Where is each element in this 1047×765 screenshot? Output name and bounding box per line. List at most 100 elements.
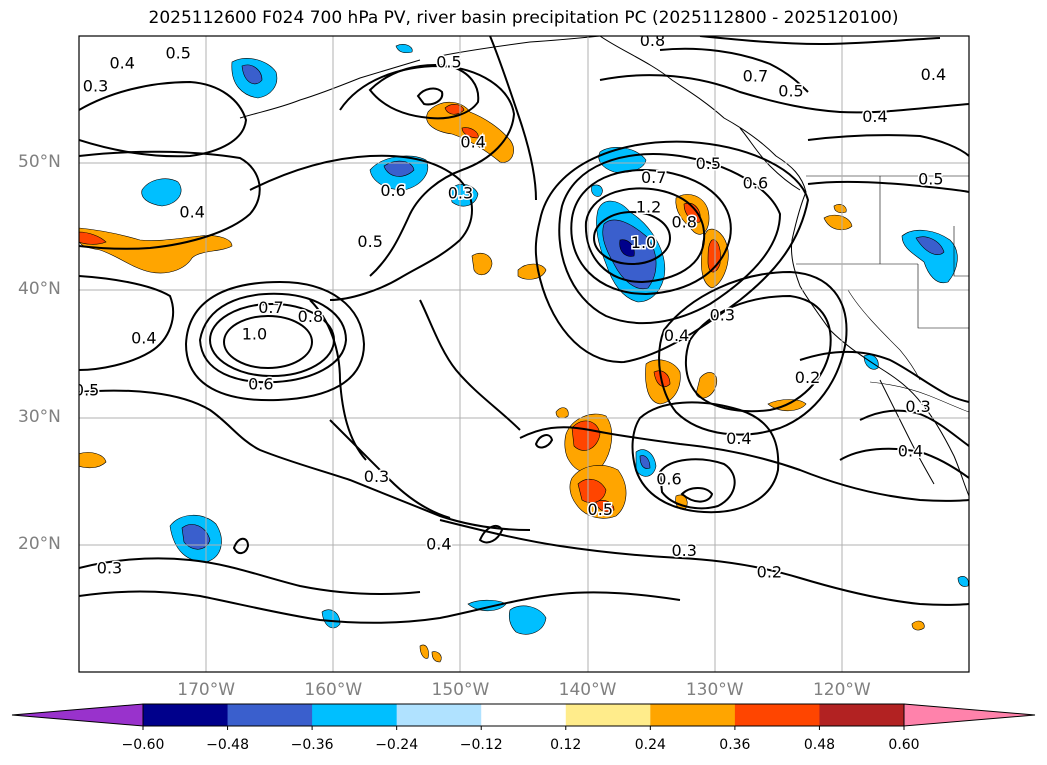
colorbar-extend-max: [903, 703, 1036, 727]
pv-contour: [593, 211, 671, 265]
contour-label: 0.4: [921, 65, 946, 84]
precip-blob-positive: [444, 104, 465, 115]
contour-label: 0.4: [179, 203, 204, 222]
precip-blob-negative: [915, 236, 945, 255]
coastline-alaska-south: [439, 36, 601, 57]
contour-label: 0.5: [357, 232, 382, 251]
pv-contour: [807, 180, 969, 193]
contour-label: 0.3: [448, 183, 473, 202]
border-state: [953, 226, 969, 277]
contour-label: 0.3: [905, 397, 930, 416]
contour-label: 0.5: [778, 82, 803, 101]
pv-contour: [339, 64, 516, 277]
pv-contour: [807, 134, 969, 157]
pv-contour: [329, 419, 451, 519]
contour-label: 0.5: [588, 500, 613, 519]
colorbar: [11, 703, 1036, 730]
precip-blob-positive: [471, 252, 493, 276]
precip-blob-positive: [431, 651, 442, 663]
pv-contour: [599, 74, 969, 114]
precip-blob-positive: [833, 204, 847, 214]
pv-contour: [584, 187, 706, 284]
pv-contour: [659, 47, 809, 93]
pv-contour: [439, 519, 969, 606]
precip-blob-positive: [79, 227, 233, 274]
contour-label: 0.3: [97, 559, 122, 578]
pv-contour: [198, 292, 348, 384]
coastline-alaska-peninsula: [239, 59, 421, 119]
colorbar-tick-label: −0.60: [121, 737, 165, 753]
precip-blob-positive: [911, 620, 925, 631]
precip-blob-negative: [181, 524, 211, 550]
pv-contour: [232, 537, 250, 554]
pv-contour: [699, 36, 941, 46]
lon-tick-label: 170°W: [177, 680, 236, 700]
lon-tick-label: 120°W: [812, 680, 871, 700]
lon-tick-label: 140°W: [558, 680, 617, 700]
lon-tick-label: 150°W: [431, 680, 490, 700]
precip-blob-negative: [321, 609, 341, 629]
colorbar-segment: [481, 704, 567, 726]
pv-contour: [79, 275, 175, 371]
pv-contour: [368, 64, 480, 120]
precip-blob-negative: [141, 178, 182, 207]
border-state: [917, 264, 969, 329]
pv-contour: [534, 434, 554, 449]
contour-label: 0.6: [656, 470, 681, 489]
colorbar-segment: [396, 704, 482, 726]
gridlines: [79, 36, 969, 672]
pv-contour: [79, 590, 681, 624]
lat-tick-label: 30°N: [18, 406, 61, 427]
coastline-bc-islands: [739, 127, 801, 191]
contour-label: 1.0: [242, 325, 267, 344]
contour-label: 0.5: [696, 154, 721, 173]
colorbar-extend-min: [11, 703, 144, 727]
contour-label: 0.4: [426, 535, 451, 554]
precip-blob-positive: [595, 500, 615, 513]
lat-tick-label: 20°N: [18, 533, 61, 554]
colorbar-tick-label: 0.36: [719, 737, 751, 753]
pv-contour: [79, 389, 531, 531]
contour-label: 0.5: [165, 44, 190, 63]
colorbar-tick-label: −0.36: [290, 737, 334, 753]
colorbar-segment: [819, 704, 905, 726]
contour-label: 0.4: [110, 54, 135, 73]
contour-label: 0.3: [83, 77, 108, 96]
pv-contour: [658, 270, 848, 436]
contour-label: 0.3: [671, 541, 696, 560]
contour-label: 0.7: [258, 298, 283, 317]
contour-label: 0.5: [436, 52, 461, 71]
lat-tick-label: 50°N: [18, 152, 61, 173]
contour-label: 0.6: [380, 181, 405, 200]
precip-blob-positive: [823, 214, 853, 231]
precip-blob-positive: [683, 202, 701, 223]
colorbar-frame: [142, 703, 905, 727]
colorbar-tick-label: 0.12: [550, 737, 582, 753]
pv-contours: [79, 36, 969, 624]
contour-label: 0.4: [862, 107, 887, 126]
contour-label: 0.7: [743, 66, 768, 85]
pv-contour: [534, 140, 810, 364]
pv-contour: [631, 401, 780, 514]
pv-contour: [184, 280, 366, 402]
precip-blob-negative: [619, 239, 635, 257]
precip-blob-positive: [419, 644, 429, 659]
pv-contour: [519, 426, 969, 502]
pv-contour: [79, 150, 261, 250]
political-boundaries: [796, 175, 969, 413]
lon-tick-label: 130°W: [685, 680, 744, 700]
pv-contour: [658, 458, 736, 510]
pv-contour: [839, 447, 969, 479]
contour-labels: 0.40.50.30.50.40.30.60.50.40.7 0.81.00.60…: [74, 36, 948, 583]
colorbar-segment: [312, 704, 398, 726]
precip-blob-negative: [639, 455, 651, 469]
coastline-north-america: [599, 36, 969, 497]
contour-label: 0.4: [898, 442, 923, 461]
contour-label: 0.5: [74, 381, 99, 400]
contour-label: 0.2: [795, 368, 820, 387]
plot-frame: [78, 35, 970, 673]
pv-contour: [558, 153, 782, 325]
pv-contour: [799, 350, 969, 403]
contour-label: 0.3: [710, 306, 735, 325]
